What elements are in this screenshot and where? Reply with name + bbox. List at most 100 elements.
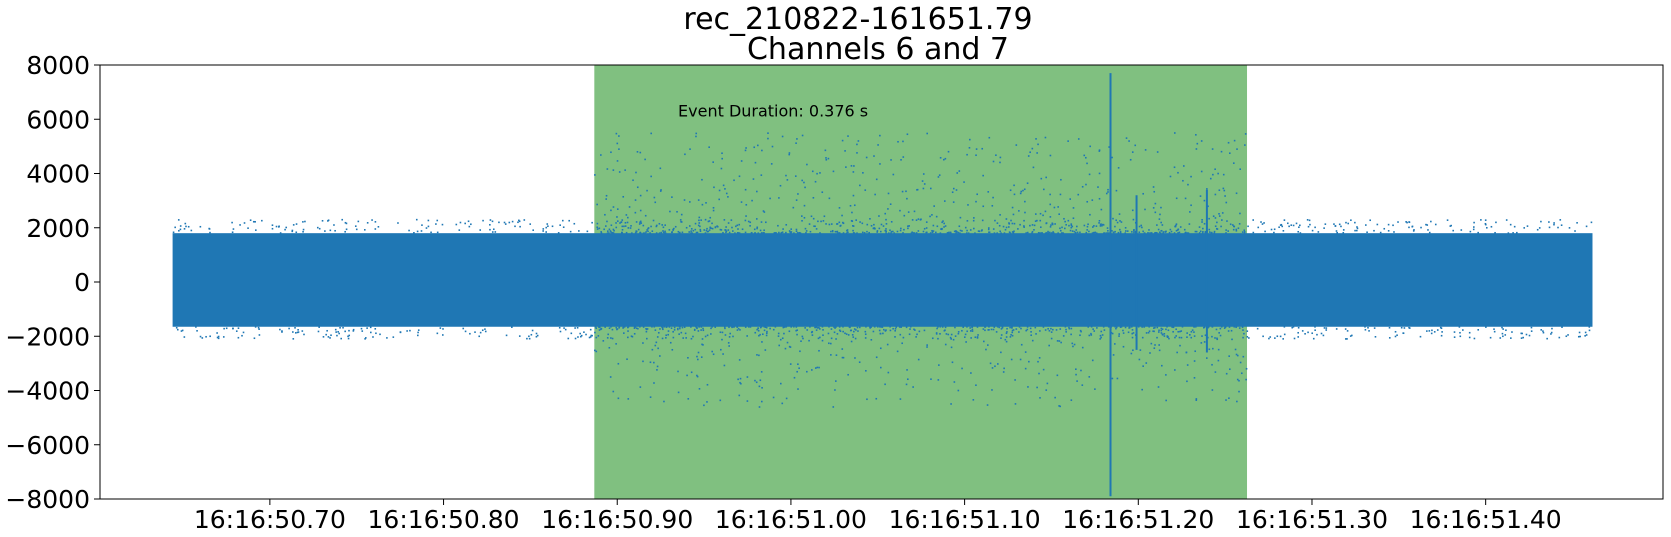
sample-point bbox=[635, 221, 638, 223]
sample-point bbox=[900, 326, 903, 328]
sample-point bbox=[1176, 351, 1178, 354]
sample-point bbox=[681, 326, 684, 329]
sample-point bbox=[1015, 144, 1018, 146]
sample-point bbox=[1186, 332, 1188, 334]
sample-point bbox=[590, 334, 593, 337]
sample-point bbox=[1195, 230, 1198, 233]
sample-point bbox=[833, 326, 835, 328]
sample-point bbox=[674, 225, 677, 228]
sample-point bbox=[355, 228, 358, 231]
sample-point bbox=[532, 229, 535, 231]
sample-point bbox=[284, 228, 286, 231]
sample-point bbox=[878, 215, 880, 217]
sample-point bbox=[1201, 219, 1203, 221]
sample-point bbox=[757, 232, 760, 234]
sample-point bbox=[1522, 336, 1525, 339]
sample-point bbox=[907, 225, 909, 227]
sample-point bbox=[1088, 334, 1091, 337]
sample-point bbox=[1453, 336, 1456, 338]
sample-point bbox=[892, 230, 894, 233]
sample-point bbox=[701, 203, 704, 206]
sample-point bbox=[890, 230, 893, 233]
sample-point bbox=[956, 231, 958, 233]
sample-point bbox=[1299, 224, 1301, 227]
sample-point bbox=[1111, 377, 1114, 380]
sample-point bbox=[1245, 367, 1248, 370]
sample-point bbox=[1218, 189, 1221, 192]
sample-point bbox=[347, 335, 349, 338]
sample-point bbox=[327, 336, 330, 338]
dense-sample-band bbox=[172, 233, 1593, 327]
sample-point bbox=[763, 329, 766, 332]
sample-point bbox=[205, 335, 207, 338]
sample-point bbox=[711, 227, 714, 230]
sample-point bbox=[728, 326, 730, 329]
sample-point bbox=[929, 187, 932, 190]
sample-point bbox=[1048, 231, 1051, 234]
sample-point bbox=[763, 229, 765, 232]
sample-point bbox=[1426, 330, 1428, 332]
sample-point bbox=[329, 229, 332, 232]
sample-point bbox=[746, 376, 749, 378]
sample-point bbox=[304, 220, 306, 223]
sample-point bbox=[339, 326, 341, 329]
sample-point bbox=[1172, 326, 1175, 329]
sample-point bbox=[637, 228, 640, 231]
sample-point bbox=[595, 336, 598, 339]
sample-point bbox=[333, 224, 335, 226]
sample-point bbox=[639, 221, 641, 224]
sample-point bbox=[1049, 154, 1052, 157]
sample-point bbox=[838, 221, 841, 224]
sample-point bbox=[744, 326, 747, 328]
sample-point bbox=[1212, 215, 1215, 218]
sample-point bbox=[1076, 225, 1078, 228]
sample-point bbox=[518, 219, 520, 222]
sample-point bbox=[179, 225, 182, 227]
sample-point bbox=[1035, 333, 1037, 335]
x-tick-label: 16:16:51.00 bbox=[715, 505, 867, 534]
sample-point bbox=[761, 400, 763, 403]
sample-point bbox=[662, 231, 665, 234]
sample-point bbox=[439, 327, 442, 329]
sample-point bbox=[790, 232, 792, 234]
sample-point bbox=[292, 338, 295, 340]
sample-point bbox=[656, 369, 658, 371]
sample-point bbox=[1019, 223, 1021, 226]
sample-point bbox=[832, 170, 835, 173]
sample-point bbox=[898, 326, 901, 328]
sample-point bbox=[610, 151, 612, 154]
sample-point bbox=[1548, 226, 1551, 229]
sample-point bbox=[639, 325, 641, 328]
sample-point bbox=[580, 334, 583, 337]
sample-point bbox=[857, 140, 860, 142]
sample-point bbox=[636, 186, 639, 189]
sample-point bbox=[1052, 328, 1054, 331]
sample-point bbox=[1050, 337, 1053, 340]
sample-point bbox=[1038, 372, 1040, 375]
sample-point bbox=[181, 329, 184, 332]
sample-point bbox=[801, 335, 804, 338]
sample-point bbox=[737, 327, 740, 330]
sample-point bbox=[606, 232, 609, 234]
sample-point bbox=[863, 232, 866, 234]
sample-point bbox=[781, 231, 784, 234]
sample-point bbox=[535, 332, 538, 335]
sample-point bbox=[665, 337, 667, 339]
sample-point bbox=[672, 228, 674, 231]
sample-point bbox=[1236, 354, 1239, 357]
sample-point bbox=[710, 227, 712, 230]
sample-point bbox=[474, 331, 476, 333]
sample-point bbox=[511, 220, 514, 223]
sample-point bbox=[199, 225, 202, 228]
sample-point bbox=[348, 334, 351, 337]
sample-point bbox=[1042, 188, 1045, 191]
sample-point bbox=[660, 231, 663, 234]
sample-point bbox=[1049, 226, 1052, 228]
sample-point bbox=[1010, 219, 1012, 222]
sample-point bbox=[235, 330, 238, 332]
sample-point bbox=[888, 232, 890, 234]
sample-point bbox=[836, 223, 839, 225]
sample-point bbox=[1525, 333, 1528, 336]
sample-point bbox=[1095, 232, 1098, 234]
sample-point bbox=[887, 371, 890, 374]
